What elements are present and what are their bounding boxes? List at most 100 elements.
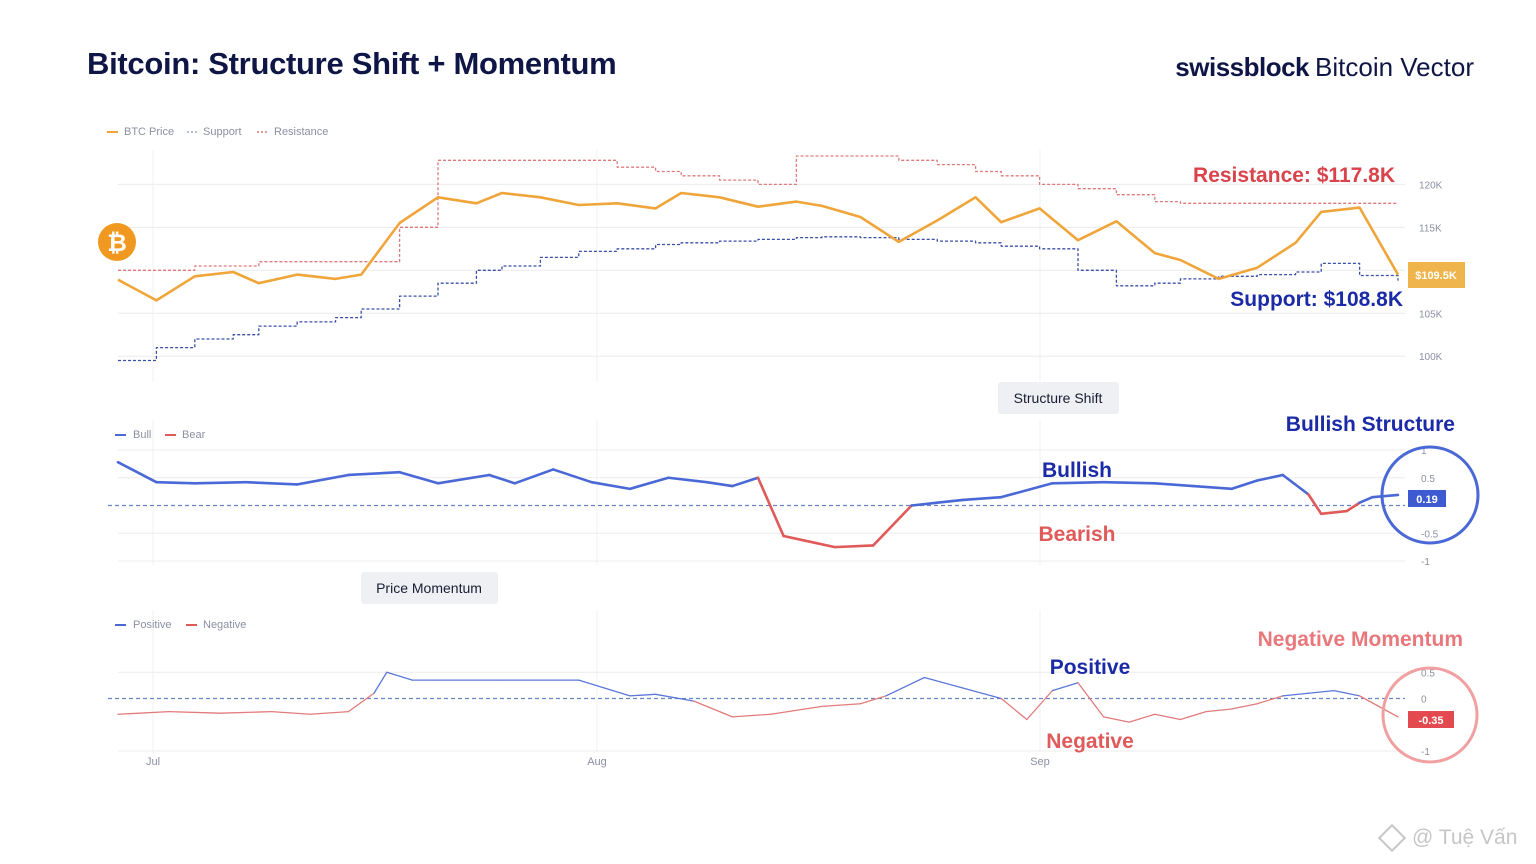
momentum-segment xyxy=(885,676,926,697)
x-tick-label: Aug xyxy=(587,756,607,768)
structure-segment xyxy=(1051,480,1105,485)
momentum-segment xyxy=(578,679,631,697)
momentum-segment xyxy=(654,693,695,702)
structure-segment xyxy=(756,476,785,538)
momentum-segment xyxy=(1179,710,1207,721)
brand-logo: swissblock Bitcoin Vector xyxy=(1175,52,1474,83)
watermark: @ Tuệ Vấn xyxy=(1377,824,1517,853)
structure-tick-label: -1 xyxy=(1421,557,1430,568)
momentum-tick-label: 0 xyxy=(1421,695,1427,706)
structure-segment xyxy=(487,473,517,485)
brand-name-bold: swissblock xyxy=(1175,52,1310,82)
momentum-segment xyxy=(1000,697,1028,721)
x-tick-label: Sep xyxy=(1030,756,1050,768)
legend-label-btc-price: BTC Price xyxy=(124,126,174,138)
structure-segment xyxy=(590,480,632,491)
legend-label-bear: Bear xyxy=(182,429,206,441)
momentum-segment xyxy=(1333,689,1361,697)
structure-segment xyxy=(551,468,593,484)
momentum-segment xyxy=(821,703,862,708)
structure-lines xyxy=(116,460,1400,549)
structure-segment xyxy=(1345,501,1361,513)
structure-segment xyxy=(1281,473,1310,496)
momentum-segment xyxy=(270,710,311,715)
structure-segment xyxy=(999,481,1054,499)
x-tick-label: Jul xyxy=(146,756,160,768)
bitcoin-icon: ₿ xyxy=(98,223,136,261)
structure-value-label: 0.19 xyxy=(1416,494,1437,506)
structure-badge-label: Structure Shift xyxy=(1014,390,1103,406)
structure-segment xyxy=(1358,495,1374,505)
momentum-segment xyxy=(1102,716,1130,723)
last-price-label: $109.5K xyxy=(1415,270,1457,282)
legend-label-resistance: Resistance xyxy=(274,126,328,138)
brand-name-rest: Bitcoin Vector xyxy=(1315,52,1474,82)
momentum-segment xyxy=(1282,692,1310,697)
momentum-segment xyxy=(962,687,1002,700)
momentum-segment xyxy=(770,705,823,715)
momentum-panel: Price Momentum Positive Negative -100.5 … xyxy=(108,572,1479,764)
structure-segment xyxy=(731,476,760,488)
momentum-badge xyxy=(361,572,498,604)
legend-label-bull: Bull xyxy=(133,429,151,441)
momentum-segment xyxy=(1358,695,1399,718)
structure-panel: Structure Shift Bull Bear -1 -0.5 0.5 1 Bul… xyxy=(108,382,1480,568)
momentum-segment xyxy=(859,695,887,705)
structure-segment xyxy=(935,498,965,505)
price-tick-label: 115K xyxy=(1419,223,1442,234)
structure-segment xyxy=(961,495,1003,502)
bearish-annotation: Bearish xyxy=(1038,523,1115,546)
negative-annotation: Negative xyxy=(1046,730,1134,753)
structure-segment xyxy=(782,534,811,543)
structure-segment xyxy=(667,476,709,484)
momentum-value-badge xyxy=(1408,711,1454,728)
watermark-logo-icon xyxy=(1377,824,1407,853)
btc-price-line xyxy=(117,191,1400,302)
price-tick-label: 100K xyxy=(1419,352,1443,363)
momentum-segment xyxy=(1026,689,1054,721)
momentum-segment xyxy=(693,700,734,718)
bullish-structure-annotation: Bullish Structure xyxy=(1286,413,1455,436)
momentum-segment xyxy=(1128,713,1156,723)
structure-segment xyxy=(705,480,734,488)
structure-tick-label: 1 xyxy=(1421,446,1427,457)
momentum-segment xyxy=(731,713,772,718)
legend-label-positive: Positive xyxy=(133,619,172,631)
momentum-badge-label: Price Momentum xyxy=(376,580,482,596)
price-legend: BTC Price Support Resistance xyxy=(107,126,328,138)
structure-segment xyxy=(871,504,913,547)
structure-segment xyxy=(1255,473,1285,482)
structure-tick-label: -0.5 xyxy=(1421,529,1439,540)
x-axis: Jul Aug Sep xyxy=(146,150,1050,768)
support-line xyxy=(118,236,1399,362)
resistance-annotation: Resistance: $117.8K xyxy=(1193,164,1395,187)
momentum-segment xyxy=(168,710,222,714)
momentum-segment xyxy=(117,710,170,715)
price-panel: 100K105K110K115K120K BTC Price Support R… xyxy=(98,126,1465,363)
structure-segment xyxy=(244,480,299,486)
momentum-segment xyxy=(1230,703,1258,710)
structure-tick-label: 0.5 xyxy=(1421,474,1435,485)
momentum-segment xyxy=(629,693,657,697)
last-price-badge xyxy=(1408,262,1465,288)
negative-highlight-circle xyxy=(1381,666,1479,764)
momentum-segment xyxy=(386,671,414,681)
structure-segment xyxy=(513,468,555,485)
structure-segment xyxy=(1153,481,1195,488)
structure-segment xyxy=(1319,509,1349,516)
price-lines xyxy=(117,155,1400,362)
structure-segment xyxy=(116,460,158,484)
momentum-lines xyxy=(117,671,1399,723)
structure-segment xyxy=(436,473,491,485)
structure-segment xyxy=(155,480,197,485)
structure-segment xyxy=(910,501,939,507)
momentum-tick-label: 0.5 xyxy=(1421,668,1435,679)
legend-label-negative: Negative xyxy=(203,619,246,631)
structure-segment xyxy=(347,470,401,477)
support-annotation: Support: $108.8K xyxy=(1230,288,1403,311)
price-tick-label: 105K xyxy=(1419,309,1443,320)
momentum-grid: -1 0 0.5 xyxy=(108,668,1435,758)
momentum-segment xyxy=(347,692,375,713)
bullish-highlight-circle xyxy=(1380,445,1480,545)
structure-segment xyxy=(1230,479,1259,491)
